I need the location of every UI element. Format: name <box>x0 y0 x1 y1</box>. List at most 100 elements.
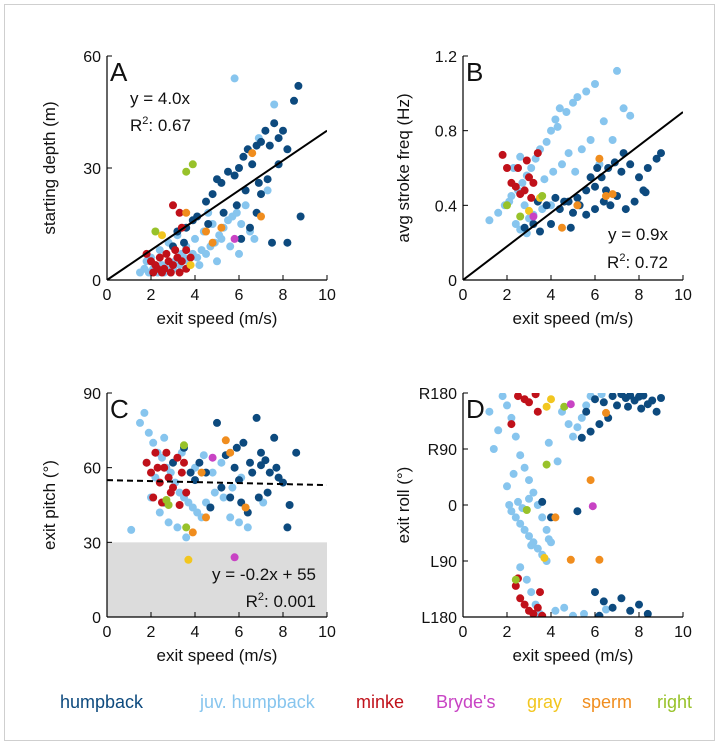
shaded-region <box>107 542 327 617</box>
data-point-juv_humpback <box>136 418 144 427</box>
panel-label: D <box>466 394 485 424</box>
x-tick-label: 2 <box>147 287 156 304</box>
data-point-humpback <box>206 503 215 512</box>
data-point-humpback <box>283 145 292 154</box>
data-point-humpback <box>591 205 599 214</box>
data-point-humpback <box>621 205 630 214</box>
x-tick-label: 10 <box>318 287 336 304</box>
data-point-humpback <box>270 433 279 442</box>
data-point-juv_humpback <box>544 535 553 544</box>
data-point-juv_humpback <box>149 438 158 447</box>
data-point-humpback <box>606 201 615 210</box>
data-point-minke <box>514 393 522 401</box>
data-point-minke <box>164 473 173 482</box>
data-point-humpback <box>573 507 582 516</box>
data-point-sperm <box>595 555 604 564</box>
data-point-humpback <box>263 175 272 184</box>
data-point-sperm <box>595 154 604 163</box>
data-point-minke <box>166 268 175 277</box>
data-point-humpback <box>624 402 632 411</box>
data-point-minke <box>155 253 164 262</box>
data-point-minke <box>522 156 531 165</box>
y-axis-label: exit roll (°) <box>394 467 413 544</box>
data-point-humpback <box>657 394 665 402</box>
data-point-minke <box>182 488 191 497</box>
data-point-juv_humpback <box>569 611 577 617</box>
data-point-humpback <box>641 188 650 197</box>
data-point-juv_humpback <box>155 246 164 255</box>
data-point-gray <box>542 402 551 411</box>
data-point-humpback <box>257 137 265 146</box>
data-point-sperm <box>217 223 226 232</box>
data-point-juv_humpback <box>489 445 498 453</box>
data-point-humpback <box>538 497 547 506</box>
data-point-humpback <box>265 141 274 150</box>
data-point-humpback <box>637 404 646 413</box>
data-point-juv_humpback <box>527 588 536 597</box>
data-point-juv_humpback <box>505 501 514 509</box>
x-tick-label: 8 <box>279 624 288 641</box>
data-point-sperm <box>586 476 595 485</box>
x-axis-label: exit speed (m/s) <box>157 309 278 328</box>
data-point-juv_humpback <box>193 253 202 262</box>
data-point-humpback <box>224 167 232 176</box>
data-point-humpback <box>217 483 226 492</box>
data-point-brydes <box>529 212 538 221</box>
legend-right: right <box>657 692 693 712</box>
data-point-humpback <box>232 443 241 452</box>
fit-line <box>107 129 327 280</box>
data-point-sperm <box>573 201 582 210</box>
x-tick-label: 10 <box>318 624 336 641</box>
data-point-humpback <box>551 193 560 202</box>
data-point-brydes <box>588 502 597 511</box>
data-point-juv_humpback <box>577 413 586 422</box>
data-point-juv_humpback <box>518 178 527 187</box>
data-point-juv_humpback <box>511 220 520 228</box>
data-point-juv_humpback <box>243 523 252 532</box>
data-point-sperm <box>257 212 265 221</box>
data-point-juv_humpback <box>160 433 169 442</box>
data-point-minke <box>153 463 162 472</box>
data-point-juv_humpback <box>232 208 241 217</box>
data-point-sperm <box>551 513 560 522</box>
data-point-minke <box>529 178 538 187</box>
data-point-minke <box>147 468 155 477</box>
data-point-sperm <box>208 238 217 247</box>
data-point-juv_humpback <box>250 234 259 243</box>
data-point-humpback <box>213 418 221 427</box>
data-point-humpback <box>617 594 626 603</box>
x-tick-label: 10 <box>674 624 692 641</box>
data-point-humpback <box>582 210 591 219</box>
fit-equation: y = -0.2x + 55 <box>212 565 316 584</box>
data-point-sperm <box>188 528 197 537</box>
x-tick-label: 8 <box>279 287 288 304</box>
x-tick-label: 8 <box>635 287 644 304</box>
y-tick-label: 0.8 <box>435 124 457 141</box>
data-point-humpback <box>219 208 228 217</box>
data-point-minke <box>514 164 522 172</box>
data-point-juv_humpback <box>549 167 558 176</box>
data-point-humpback <box>602 186 610 195</box>
data-point-juv_humpback <box>235 518 243 527</box>
legend-minke: minke <box>356 692 405 712</box>
data-point-juv_humpback <box>485 407 494 416</box>
data-point-juv_humpback <box>569 98 577 107</box>
data-point-humpback <box>274 134 283 143</box>
y-axis-label: exit pitch (°) <box>40 460 59 550</box>
data-point-minke <box>162 448 171 457</box>
data-point-juv_humpback <box>144 428 153 437</box>
data-point-humpback <box>248 160 257 169</box>
data-point-juv_humpback <box>494 208 503 217</box>
data-point-minke <box>169 261 177 270</box>
panel-D: 0 2 4 6 8 10 L180 L90 0 R90 R180 exit speed (m/s) ex… <box>394 386 692 665</box>
data-point-right <box>542 460 551 469</box>
data-point-juv_humpback <box>516 152 525 161</box>
data-point-minke <box>149 493 158 502</box>
y-tick-label: 0 <box>92 273 101 290</box>
data-point-juv_humpback <box>520 201 529 210</box>
data-point-minke <box>175 208 184 217</box>
data-point-humpback <box>582 407 591 416</box>
data-point-humpback <box>586 427 595 436</box>
data-point-minke <box>520 600 529 609</box>
data-point-brydes <box>230 553 239 562</box>
